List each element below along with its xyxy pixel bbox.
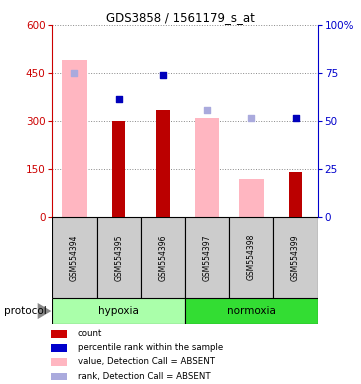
Text: value, Detection Call = ABSENT: value, Detection Call = ABSENT [78,358,215,366]
Bar [112,121,125,217]
Point [204,107,210,113]
Bar [51,330,67,338]
Bar [62,60,87,217]
Bar [239,179,264,217]
Point [116,96,122,102]
Bar [52,298,185,324]
Point [160,71,166,78]
Point [71,70,77,76]
Text: GSM554396: GSM554396 [158,234,168,281]
Text: hypoxia: hypoxia [98,306,139,316]
Bar [289,172,302,217]
Text: GSM554395: GSM554395 [114,234,123,281]
Text: count: count [78,329,102,338]
Bar [229,217,274,298]
Text: GSM554394: GSM554394 [70,234,79,281]
Bar [274,217,318,298]
Bar [185,298,318,324]
Bar [195,118,219,217]
Text: GDS3858 / 1561179_s_at: GDS3858 / 1561179_s_at [106,11,255,24]
Polygon shape [38,303,51,319]
Bar [51,344,67,352]
Bar [185,217,229,298]
Text: GSM554397: GSM554397 [203,234,212,281]
Text: protocol: protocol [4,306,46,316]
Text: percentile rank within the sample: percentile rank within the sample [78,343,223,352]
Text: GSM554398: GSM554398 [247,234,256,280]
Bar [156,110,170,217]
Text: normoxia: normoxia [227,306,276,316]
Text: rank, Detection Call = ABSENT: rank, Detection Call = ABSENT [78,372,210,381]
Bar [51,358,67,366]
Bar [141,217,185,298]
Bar [97,217,141,298]
Text: GSM554399: GSM554399 [291,234,300,281]
Point [293,115,299,121]
Point [248,115,254,121]
Bar [52,217,97,298]
Bar [51,373,67,381]
